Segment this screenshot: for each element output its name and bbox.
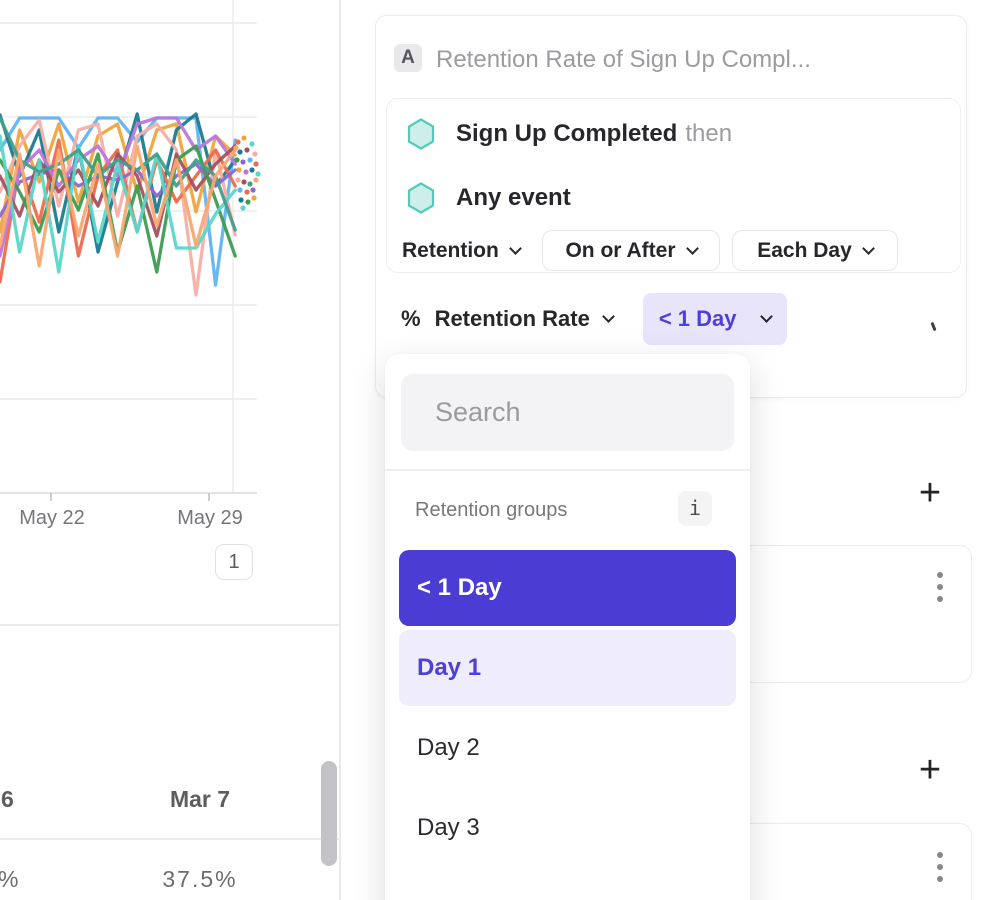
percent-icon: % (401, 306, 421, 331)
menu-item-1-day[interactable]: < 1 Day (399, 549, 736, 626)
event-row-sign-up-completed[interactable]: Sign Up Completed then (407, 118, 732, 150)
retention-group-dropdown-menu: Retention groups i < 1 Day Day 1 Day 2 Day … (385, 354, 789, 900)
table-header-clipped: 6 (1, 786, 14, 812)
chevron-down-icon (861, 241, 875, 255)
menu-item-label: < 1 Day (417, 573, 502, 601)
metric-row: % Retention Rate < 1 Day (401, 293, 788, 345)
chevron-down-icon (508, 241, 522, 255)
query-letter-badge: A (394, 44, 422, 72)
series-turquoise (0, 134, 237, 274)
retention-group-chip[interactable]: < 1 Day (642, 293, 788, 345)
timing-dropdown[interactable]: On or After (542, 230, 720, 271)
add-segment-button-2[interactable]: + (908, 748, 952, 792)
event-hexagon-icon (407, 118, 435, 150)
retention-mode-value: Retention (402, 238, 499, 262)
interval-value: Each Day (757, 238, 852, 262)
chevron-down-icon (601, 310, 615, 323)
search-input[interactable] (435, 397, 789, 428)
event-row-any-event[interactable]: Any event (407, 182, 571, 214)
vertical-scrollbar-thumb[interactable] (321, 761, 337, 866)
retention-line-chart (0, 0, 261, 501)
kebab-menu-icon[interactable] (931, 846, 949, 888)
menu-item-label: Day 3 (417, 813, 480, 841)
timing-value: On or After (565, 238, 676, 262)
chevron-down-icon (760, 310, 774, 323)
search-box[interactable] (401, 374, 789, 451)
info-icon[interactable]: i (678, 490, 712, 526)
series-seagreen (0, 116, 237, 232)
chevron-down-icon (685, 241, 699, 255)
menu-item-list: < 1 Day Day 1 Day 2 Day 3 (385, 549, 750, 866)
add-segment-button[interactable]: + (908, 471, 952, 515)
event2-label: Any event (456, 184, 571, 211)
query-card: A Retention Rate of Sign Up Compl... Sig… (375, 15, 967, 398)
series-salmon (0, 118, 237, 297)
table-header-mar-7: Mar 7 (169, 786, 231, 812)
kebab-menu-icon[interactable] (931, 566, 949, 608)
menu-section-row: Retention groups i (415, 490, 720, 529)
series-purple (0, 162, 237, 218)
series-coral (0, 138, 237, 284)
menu-item-day-3[interactable]: Day 3 (399, 790, 736, 866)
series-amber (0, 122, 237, 234)
menu-item-label: Day 1 (417, 653, 482, 681)
clipped-control-mark (930, 321, 937, 332)
table-row-divider (0, 838, 340, 840)
event1-label: Sign Up Completed (456, 120, 678, 147)
interval-dropdown[interactable]: Each Day (732, 230, 898, 271)
panel-divider (339, 0, 341, 900)
menu-item-label: Day 2 (417, 733, 480, 761)
pagination-badge[interactable]: 1 (215, 544, 253, 580)
x-axis-label-may-29: May 29 (177, 507, 243, 529)
x-axis-label-may-22: May 22 (19, 507, 85, 529)
table-value-clipped: % (0, 866, 19, 892)
menu-divider (385, 469, 750, 471)
menu-item-day-1[interactable]: Day 1 (399, 629, 736, 706)
event-hexagon-icon (407, 182, 435, 214)
metric-dropdown[interactable]: Retention Rate (434, 306, 590, 331)
event1-suffix: then (685, 120, 733, 147)
series-darkteal (0, 112, 237, 254)
table-value-percent: 37.5% (162, 866, 238, 892)
menu-item-day-2[interactable]: Day 2 (399, 710, 736, 786)
menu-section-label: Retention groups (415, 499, 568, 521)
series-peach (0, 144, 237, 268)
retention-mode-dropdown[interactable]: Retention (402, 230, 522, 271)
event-definition-card: Sign Up Completed then Any event Retentio… (386, 98, 961, 332)
retention-group-value: < 1 Day (658, 306, 737, 331)
chart-table-divider (0, 624, 340, 626)
retention-config-row: Retention On or After Each Day (387, 230, 960, 271)
query-title[interactable]: Retention Rate of Sign Up Compl... (436, 46, 811, 73)
